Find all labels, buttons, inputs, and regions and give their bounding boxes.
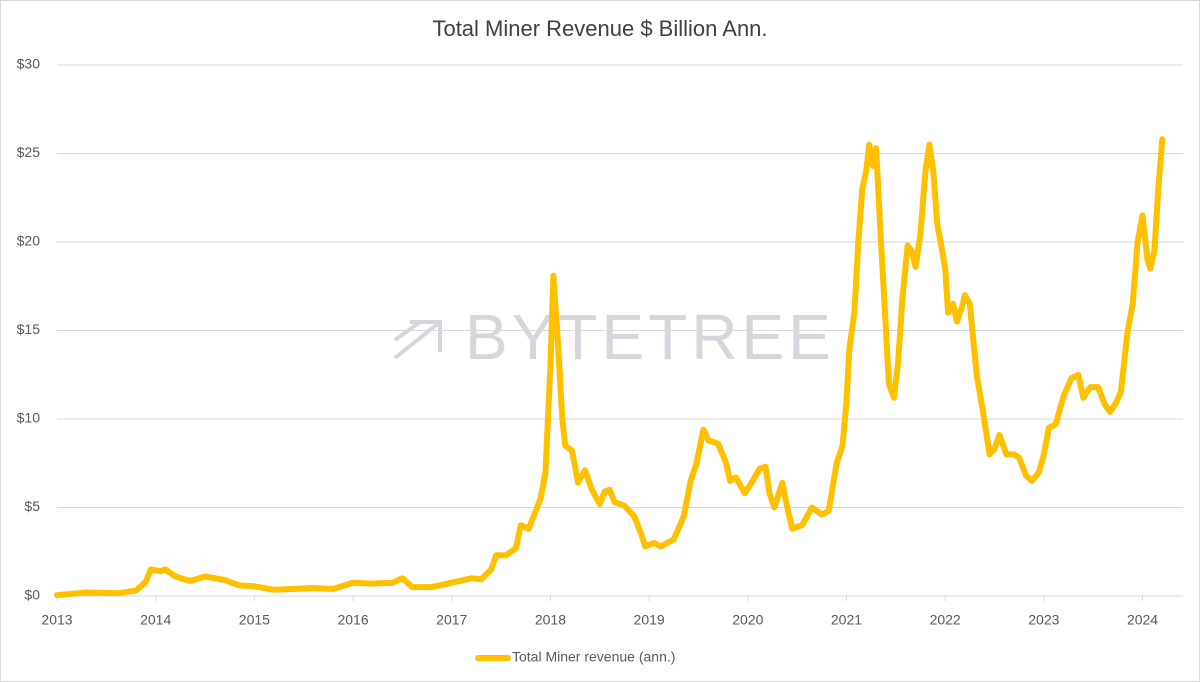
x-tick-label: 2024 <box>1127 612 1158 628</box>
y-tick-label: $10 <box>17 410 41 426</box>
x-tick-label: 2015 <box>239 612 270 628</box>
x-tick-label: 2020 <box>732 612 763 628</box>
x-tick-label: 2018 <box>535 612 566 628</box>
y-tick-label: $25 <box>17 144 41 160</box>
line <box>54 136 1166 599</box>
y-tick-label: $15 <box>17 321 41 337</box>
x-tick-label: 2017 <box>436 612 467 628</box>
chart-title: Total Miner Revenue $ Billion Ann. <box>432 16 767 41</box>
y-tick-label: $0 <box>24 587 40 603</box>
watermark: BYTETREE <box>465 301 835 373</box>
x-tick-label: 2023 <box>1028 612 1059 628</box>
legend-label: Total Miner revenue (ann.) <box>512 649 675 665</box>
y-tick-label: $30 <box>17 56 41 72</box>
y-tick-label: $5 <box>24 498 40 514</box>
x-tick-label: 2014 <box>140 612 171 628</box>
y-tick-label: $20 <box>17 233 41 249</box>
x-tick-label: 2016 <box>337 612 368 628</box>
x-tick-label: 2019 <box>634 612 665 628</box>
x-tick-label: 2013 <box>41 612 72 628</box>
x-tick-label: 2021 <box>831 612 862 628</box>
x-tick-label: 2022 <box>930 612 961 628</box>
